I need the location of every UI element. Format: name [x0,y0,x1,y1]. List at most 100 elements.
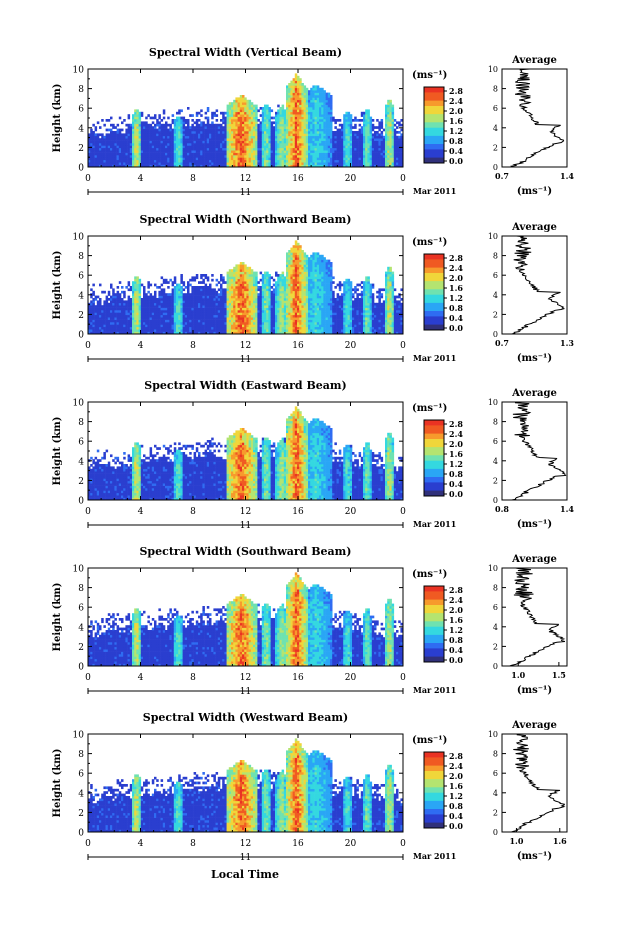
heatmap-cell [305,87,309,91]
heatmap-cell [213,135,216,139]
heatmap-cell [178,138,181,141]
heatmap-cell [253,123,256,127]
heatmap-cell [330,159,333,163]
heatmap-cell [303,111,307,115]
heatmap-cell [319,95,322,98]
heatmap-cell [286,99,289,103]
heatmap-cell [297,155,300,158]
heatmap-cell [290,135,293,139]
heatmap-cell [387,121,390,125]
heatmap-cell [391,123,395,127]
heatmap-cell [184,152,188,156]
heatmap-cell [347,111,351,115]
heatmap-cell [145,326,148,330]
heatmap-cell [387,135,390,139]
heatmap-cell [228,162,232,165]
heatmap-cell [143,329,146,332]
heatmap-cell [264,107,267,110]
heatmap-cell [136,126,139,129]
heatmap-cell [127,317,131,320]
heatmap-cell [250,157,254,161]
heatmap-cell [167,305,170,308]
heatmap-cell [310,123,313,127]
heatmap-cell [255,319,258,323]
heatmap-cell [244,107,247,110]
heatmap-cell [224,147,227,151]
heatmap-cell [173,135,177,139]
heatmap-cell [143,147,146,151]
heatmap-cell [94,310,98,313]
heatmap-cell [268,121,271,125]
heatmap-cell [215,331,219,335]
heatmap-cell [110,133,113,137]
heatmap-cell [193,290,197,294]
heatmap-cell [305,111,309,115]
heatmap-cell [314,150,318,153]
heatmap-cell [338,133,342,137]
heatmap-cell [239,121,243,125]
heatmap-cell [127,300,131,304]
heatmap-cell [143,150,146,153]
heatmap-cell [88,312,91,316]
heatmap-cell [305,152,309,156]
heatmap-cell [176,295,179,299]
heatmap-cell [127,116,131,120]
heatmap-cell [338,147,342,151]
heatmap-cell [107,329,111,332]
heatmap-cell [99,147,102,151]
heatmap-cell [235,310,238,313]
heatmap-cell [92,152,95,156]
heatmap-cell [103,164,106,168]
heatmap-cell [360,140,364,144]
heatmap-cell [154,145,157,149]
heatmap-cell [90,162,93,165]
heatmap-cell [354,116,357,120]
heatmap-cell [334,140,337,144]
heatmap-cell [231,274,234,277]
heatmap-cell [184,300,188,304]
heatmap-cell [125,286,128,289]
heatmap-cell [220,324,223,328]
heatmap-cell [127,126,131,129]
heatmap-cell [169,147,172,151]
heatmap-cell [173,159,177,163]
heatmap-cell [187,126,190,129]
heatmap-cell [343,116,346,120]
heatmap-cell [332,131,335,134]
heatmap-cell [151,162,155,165]
heatmap-cell [101,138,104,141]
heatmap-cell [145,152,148,156]
heatmap-cell [220,300,223,304]
heatmap-cell [193,312,197,316]
heatmap-cell [220,159,223,163]
heatmap-cell [206,329,210,332]
heatmap-cell [228,286,232,289]
heatmap-cell [217,126,221,129]
heatmap-cell [154,324,157,328]
heatmap-cell [171,114,175,117]
heatmap-cell [248,116,252,120]
heatmap-cell [264,114,267,117]
heatmap-cell [191,276,194,280]
heatmap-cell [94,317,98,320]
heatmap-cell [127,133,131,137]
heatmap-cell [165,293,168,296]
heatmap-cell [239,107,243,110]
heatmap-cell [209,310,212,313]
heatmap-cell [200,157,203,161]
heatmap-cell [184,326,188,330]
heatmap-cell [213,312,216,316]
heatmap-cell [151,307,155,311]
heatmap-cell [226,135,230,139]
heatmap-cell [376,157,379,161]
heatmap-cell [343,162,346,165]
heatmap-cell [204,274,208,277]
heatmap-cell [286,92,289,96]
heatmap-cell [226,271,230,275]
heatmap-cell [105,322,109,325]
heatmap-cell [235,324,238,328]
heatmap-cell [387,152,390,156]
heatmap-cell [211,116,214,120]
heatmap-cell [255,281,258,284]
heatmap-cell [167,312,170,316]
